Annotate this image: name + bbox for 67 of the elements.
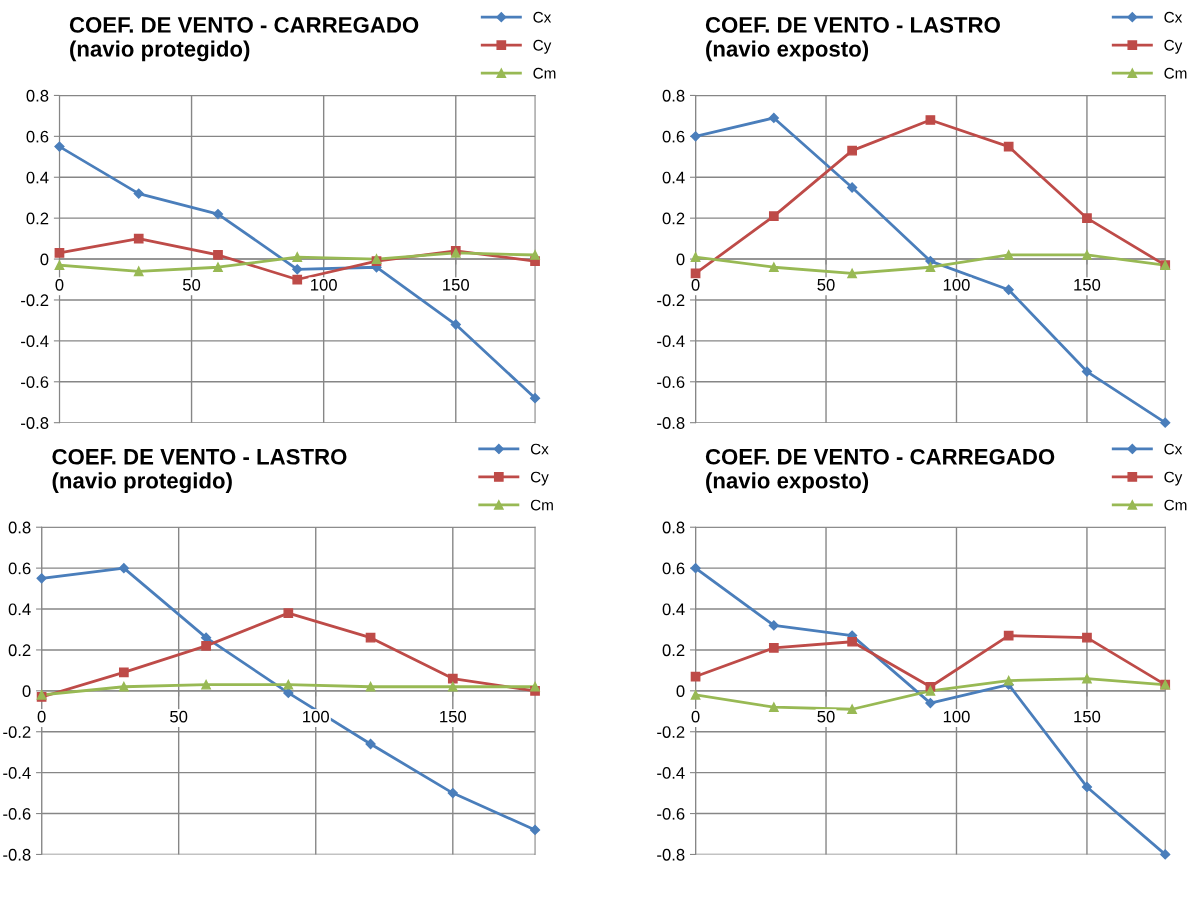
y-tick-label: -0.8	[3, 848, 31, 861]
legend-label: Cy	[1164, 39, 1183, 54]
x-tick-label: 150	[1074, 278, 1101, 291]
legend-label: Cy	[530, 471, 549, 486]
y-tick-label: 0	[676, 685, 685, 698]
x-tick-label: 100	[943, 278, 970, 291]
x-tick-label: 0	[55, 278, 64, 291]
y-tick-label: -0.8	[657, 848, 685, 861]
x-tick-label: 100	[303, 710, 329, 723]
y-tick-label: 0.2	[8, 644, 31, 657]
y-tick-label: -0.4	[3, 767, 31, 779]
y-tick-label: -0.6	[21, 376, 49, 388]
legend-label: Cm	[1164, 67, 1187, 79]
legend-label: Cx	[533, 11, 552, 23]
y-tick-label: 0.4	[662, 603, 685, 616]
legend-label: Cy	[1164, 471, 1183, 486]
x-tick-label: 100	[311, 278, 337, 291]
x-tick-label: 0	[691, 278, 700, 291]
x-tick-label: 50	[817, 710, 835, 723]
x-tick-label: 150	[440, 710, 467, 723]
y-tick-label: 0.4	[662, 171, 685, 184]
y-tick-label: 0	[40, 253, 49, 266]
y-tick-label: 0.6	[662, 130, 685, 143]
y-tick-label: -0.6	[3, 807, 31, 820]
y-tick-label: 0.4	[26, 171, 49, 184]
y-tick-label: 0.2	[662, 212, 685, 225]
legend-label: Cm	[533, 67, 556, 79]
x-tick-label: 100	[943, 710, 970, 723]
legend-label: Cm	[1164, 499, 1187, 511]
y-tick-label: 0.8	[8, 521, 31, 534]
y-tick-label: -0.2	[21, 294, 49, 307]
x-tick-label: 150	[443, 278, 470, 291]
y-tick-label: -0.4	[657, 767, 685, 779]
y-tick-label: -0.2	[3, 726, 31, 738]
y-tick-label: -0.8	[21, 417, 49, 429]
y-tick-label: -0.6	[657, 807, 685, 820]
x-tick-label: 50	[182, 278, 201, 291]
legend-label: Cx	[530, 443, 549, 455]
y-tick-label: 0.2	[26, 212, 49, 225]
y-tick-label: -0.4	[657, 335, 685, 348]
y-tick-label: -0.8	[657, 417, 685, 429]
y-tick-label: 0	[22, 685, 31, 698]
legend-label: Cx	[1164, 11, 1183, 23]
y-tick-label: 0.4	[8, 603, 31, 616]
y-tick-label: 0.8	[26, 89, 49, 102]
y-tick-label: 0.6	[26, 130, 49, 143]
chart-title: COEF. DE VENTO - CARREGADO (navio exposto)	[705, 448, 1055, 493]
chart-title: COEF. DE VENTO - CARREGADO (navio protegido)	[69, 17, 419, 62]
y-tick-label: -0.2	[657, 726, 685, 738]
y-tick-label: 0	[676, 253, 685, 266]
x-tick-label: 150	[1074, 710, 1101, 723]
x-tick-label: 0	[691, 710, 700, 723]
y-tick-label: 0.6	[662, 562, 685, 575]
y-tick-label: 0.2	[662, 644, 685, 657]
legend-label: Cy	[533, 39, 552, 54]
y-tick-label: 0.8	[662, 521, 685, 534]
chart-title: COEF. DE VENTO - LASTRO (navio protegido)	[52, 448, 347, 494]
y-tick-label: -0.4	[21, 335, 49, 348]
y-tick-label: -0.2	[657, 294, 685, 307]
chart-title: COEF. DE VENTO - LASTRO (navio exposto)	[705, 17, 1000, 62]
x-tick-label: 50	[817, 278, 835, 291]
legend-label: Cx	[1164, 443, 1183, 455]
x-tick-label: 50	[170, 710, 188, 723]
y-tick-label: 0.8	[662, 89, 685, 102]
y-tick-label: -0.6	[657, 376, 685, 388]
y-tick-label: 0.6	[8, 562, 31, 575]
legend-label: Cm	[530, 499, 553, 511]
